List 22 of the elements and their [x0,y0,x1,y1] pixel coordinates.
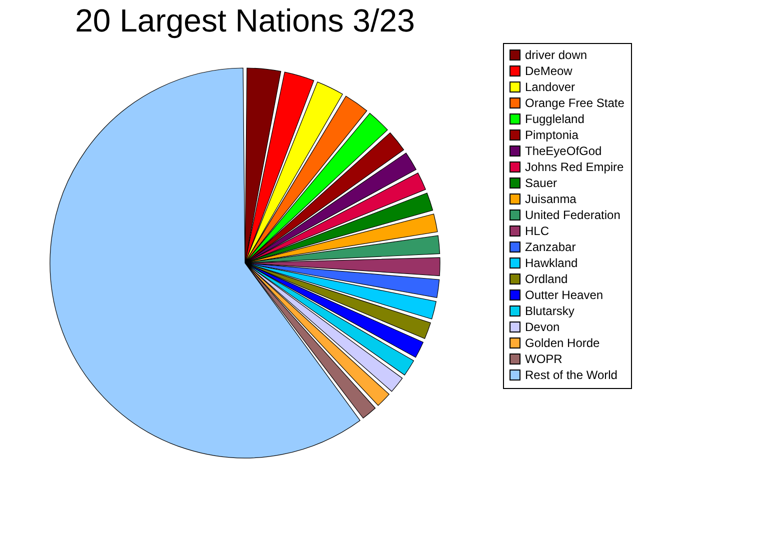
legend-label: Pimptonia [525,128,579,142]
legend-label: Blutarsky [525,304,574,318]
legend-label: driver down [525,48,588,62]
legend-label: Outter Heaven [525,288,604,302]
legend-label: Zanzabar [525,240,576,254]
legend-label: WOPR [525,352,563,366]
legend-label: Golden Horde [525,336,600,350]
legend-label: Devon [525,320,560,334]
legend-label: United Federation [525,208,620,222]
legend-label: Sauer [525,176,558,190]
legend-label: Orange Free State [525,96,625,110]
legend-label: Johns Red Empire [525,160,624,174]
legend-label: Hawkland [525,256,578,270]
legend-label: Fuggleland [525,112,584,126]
chart-title: 20 Largest Nations 3/23 [75,2,415,38]
legend-label: DeMeow [525,64,573,78]
legend-label: TheEyeOfGod [525,144,602,158]
legend-label: Rest of the World [525,368,618,382]
legend-label: Ordland [525,272,568,286]
legend-label: HLC [525,224,550,238]
legend-label: Juisanma [525,192,577,206]
legend-label: Landover [525,80,576,94]
